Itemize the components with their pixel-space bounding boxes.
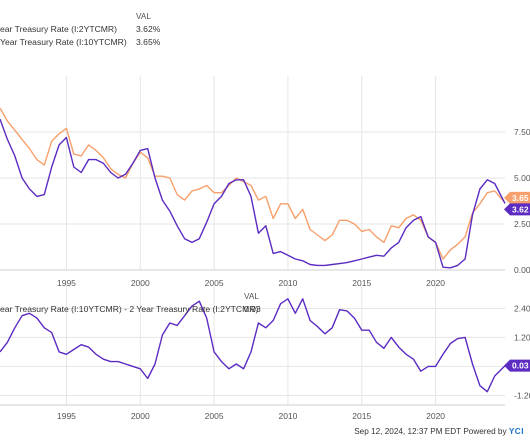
top-chart-grid	[0, 76, 505, 271]
chart-footer: Sep 12, 2024, 12:37 PM EDT Powered by YC…	[354, 427, 524, 436]
legend-series-value: 0.03	[244, 304, 261, 314]
top-end-value-tag: 3.65	[504, 191, 530, 204]
bottom-x-tick-label: 2000	[131, 411, 150, 421]
top-end-value-tag: 3.62	[504, 203, 530, 216]
top-x-tick-label: 2005	[205, 278, 224, 288]
end-value-tag-label: 0.03	[512, 361, 529, 371]
top-x-tick-label: 1995	[57, 278, 76, 288]
legend-series-value: 3.62%	[136, 24, 161, 34]
end-value-tag-label: 3.65	[512, 193, 529, 203]
end-value-tag-label: 3.62	[512, 204, 529, 214]
legend-series-name: ear Treasury Rate (I:10YTCMR) - 2 Year T…	[0, 304, 259, 314]
legend-value-header: VAL	[136, 12, 151, 21]
legend-series-name: Year Treasury Rate (I:10YTCMR)	[0, 37, 127, 47]
top-x-tick-label: 2000	[131, 278, 150, 288]
top-series-line-0	[0, 118, 506, 269]
legend-series-value: 3.65%	[136, 37, 161, 47]
end-value-tag-bg	[504, 203, 530, 216]
end-value-tag-bg	[504, 191, 530, 204]
top-x-tick-label: 2020	[426, 278, 445, 288]
bottom-end-value-tag: 0.03	[504, 359, 530, 372]
ycharts-logo[interactable]: YCI	[508, 427, 524, 436]
top-y-tick-label: 2.50	[514, 219, 530, 229]
bottom-x-tick-label: 1995	[57, 411, 76, 421]
top-chart-series	[0, 107, 506, 269]
bottom-series-line-0	[0, 298, 506, 393]
footer-timestamp: Sep 12, 2024, 12:37 PM EDT	[354, 427, 462, 436]
top-y-tick-label: 7.50	[514, 127, 530, 137]
top-series-line-1	[0, 107, 506, 260]
top-chart-axes: 0.00 2.50 5.00 7.50 1995 2000 2005 2010 2015 2020…	[57, 127, 530, 288]
bottom-chart-grid	[0, 284, 505, 406]
bottom-x-tick-label: 2015	[352, 411, 371, 421]
top-y-tick-label: 5.00	[514, 173, 530, 183]
bottom-chart-axes: 2.401.200.00-1.2019952000200520102015202…	[57, 303, 530, 421]
bottom-y-tick-label: 1.20	[514, 332, 530, 342]
legend-series-name: ear Treasury Rate (I:2YTCMR)	[0, 24, 117, 34]
bottom-y-tick-label: 2.40	[514, 303, 530, 313]
top-y-tick-label: 0.00	[514, 265, 530, 275]
bottom-y-tick-label: -1.20	[514, 390, 530, 400]
bottom-x-tick-label: 2010	[278, 411, 297, 421]
legend-value-header: VAL	[244, 292, 259, 301]
top-x-tick-label: 2015	[352, 278, 371, 288]
end-value-tag-bg	[504, 359, 530, 372]
top-x-tick-label: 2010	[278, 278, 297, 288]
bottom-x-tick-label: 2005	[205, 411, 224, 421]
footer-powered-by: Powered by	[463, 427, 507, 436]
bottom-chart-series	[0, 298, 506, 393]
bottom-x-tick-label: 2020	[426, 411, 445, 421]
